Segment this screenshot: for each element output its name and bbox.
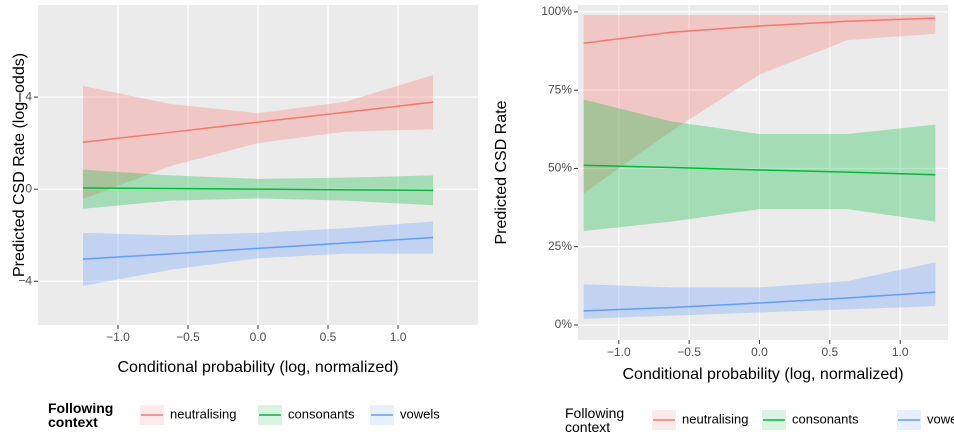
x-tick-label: 1.0 [390,330,407,344]
legend-title: Following context [565,405,625,435]
y-axis-title: Predicted CSD Rate [493,100,510,244]
confidence-ribbon [583,15,936,194]
y-tick-label: 0 [25,181,32,195]
trend-line [82,101,434,143]
x-axis-title: Conditional probability (log, normalized… [622,366,903,383]
x-tick-label: 0.5 [821,345,838,359]
y-tick-label: 0% [555,317,573,331]
y-axis-title: Predicted CSD Rate (log–odds) [11,53,28,277]
trend-line [583,291,936,312]
x-tick-label: 1.0 [892,345,909,359]
x-axis-title: Conditional probability (log, normalized… [117,359,398,376]
x-tick-label: −1.0 [106,330,130,344]
y-tick-label: 4 [25,89,32,103]
confidence-ribbon [583,99,936,232]
legend-title: Following context [48,400,114,430]
x-tick-label: −0.5 [677,345,701,359]
x-tick-label: −1.0 [607,345,631,359]
legend-label: vowels [400,406,440,421]
y-tick-label: 50% [548,161,572,175]
confidence-ribbon [82,221,434,286]
plot-panel [578,5,948,340]
legend-label: consonants [792,411,859,426]
x-tick-label: −0.5 [176,330,200,344]
x-tick-label: 0.5 [320,330,337,344]
x-tick-label: 0.0 [250,330,267,344]
legend-label: consonants [288,406,355,421]
trend-line [82,236,434,260]
y-tick-label: 100% [541,4,572,18]
x-tick-label: 0.0 [751,345,768,359]
y-tick-label: −4 [18,273,32,287]
y-tick-label: 25% [548,239,572,253]
trend-line [583,164,936,176]
trend-line [82,187,434,192]
trend-line [583,17,936,44]
legend-label: neutralising [682,411,749,426]
y-tick-label: 75% [548,82,572,96]
confidence-ribbon [583,262,936,319]
legend-label: vowels [927,411,954,426]
confidence-ribbon [82,74,434,200]
legend-label: neutralising [170,406,237,421]
